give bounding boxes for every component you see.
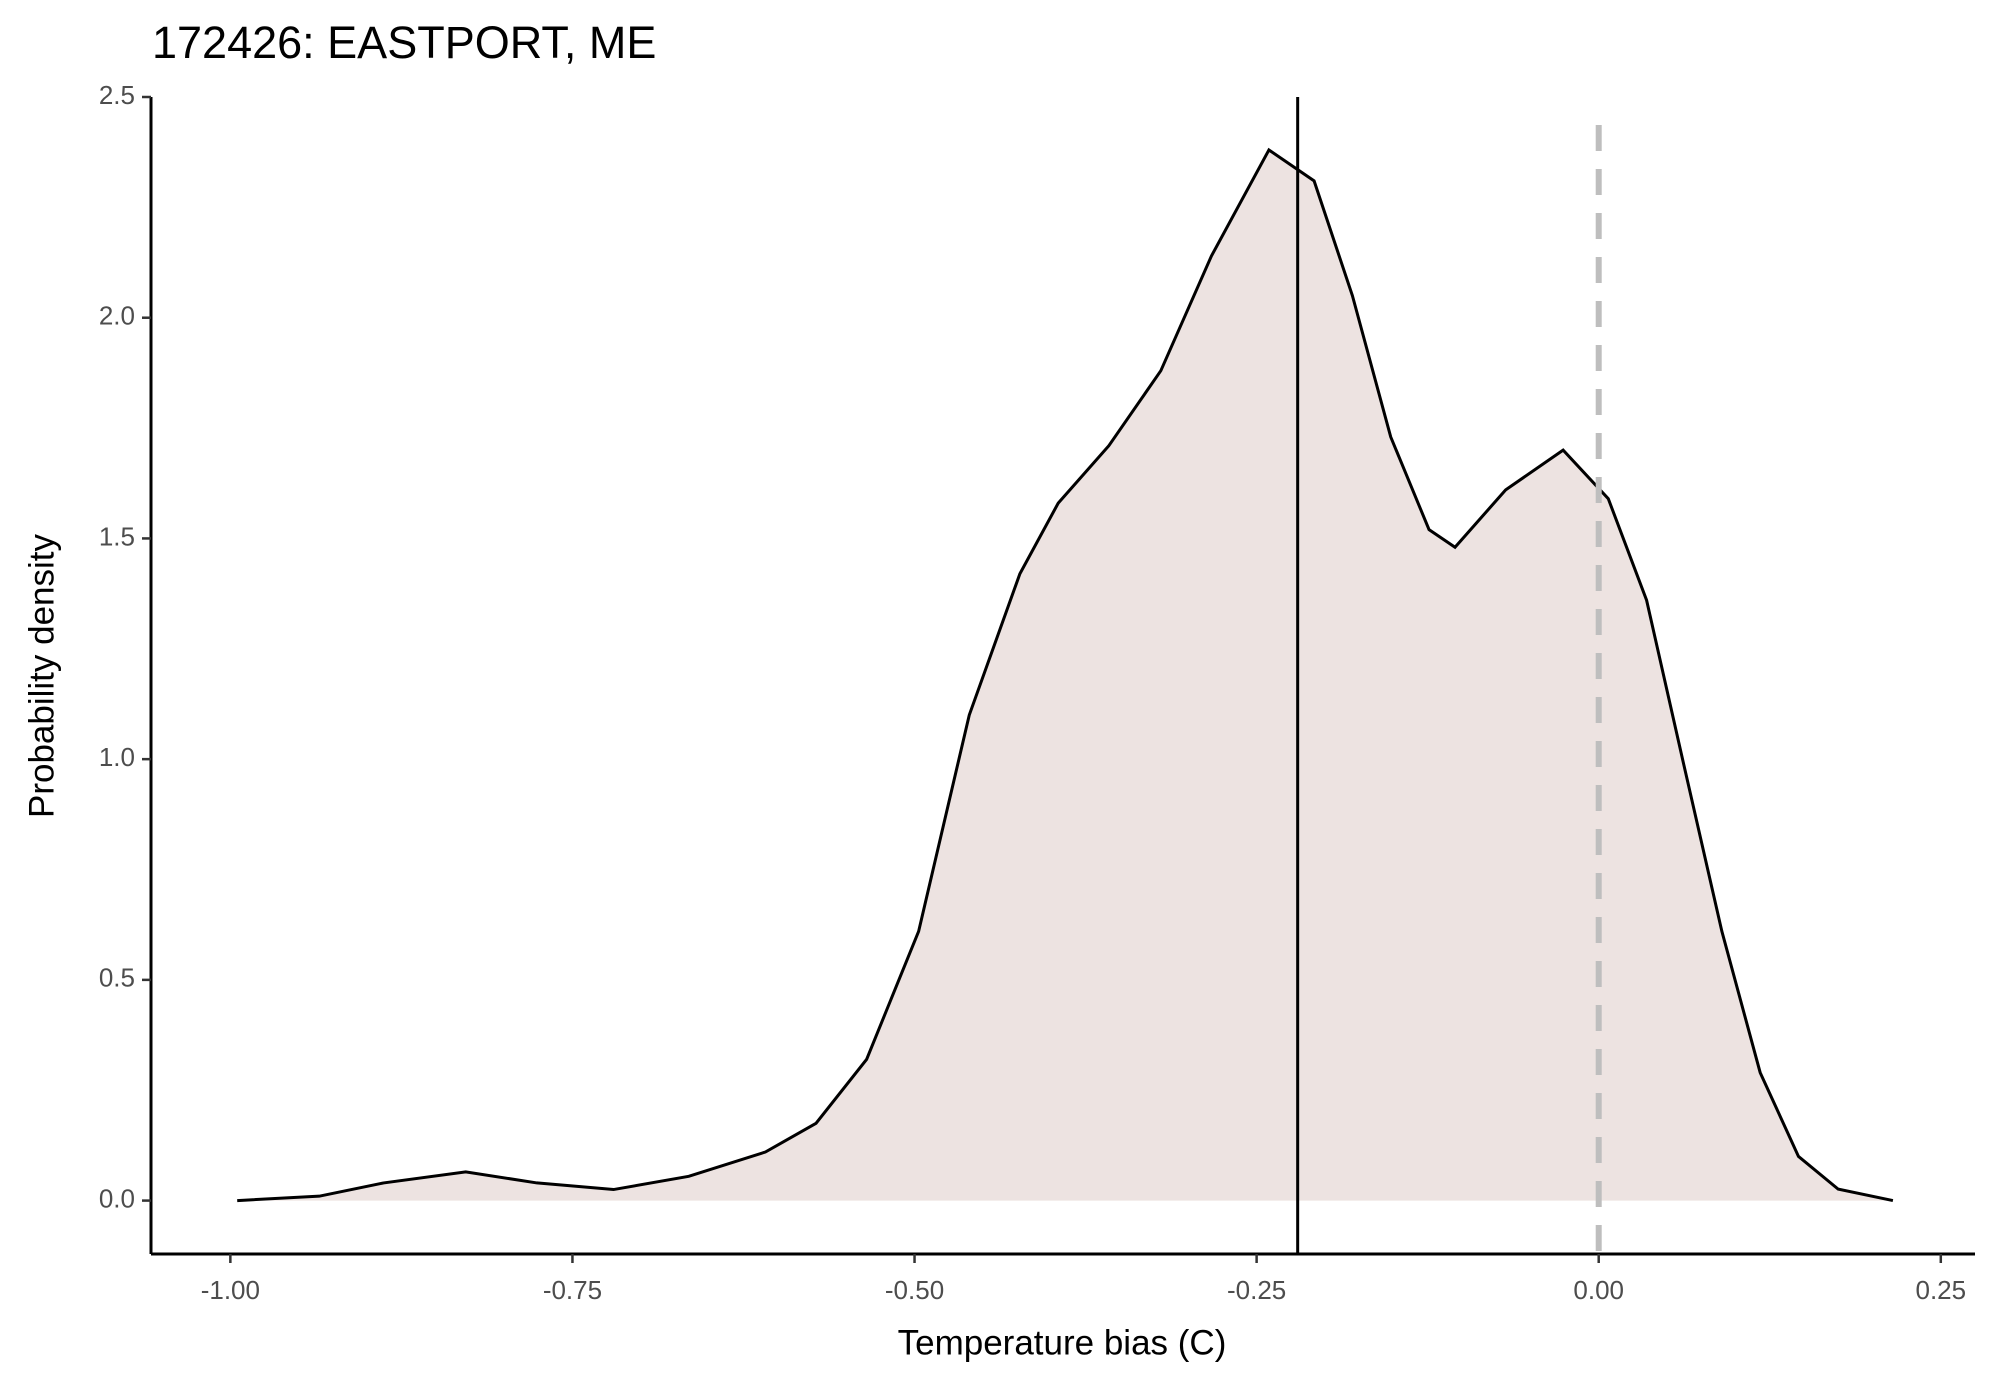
density-line [237,147,1894,1203]
x-axis-title: Temperature bias (C) [898,1323,1227,1362]
x-tick-label: 0.00 [1573,1275,1624,1305]
x-tick-label: -0.75 [543,1275,602,1305]
y-tick-label: 0.5 [99,963,135,993]
y-tick-label: 2.5 [99,80,135,110]
y-tick-label: 2.0 [99,301,135,331]
density-area [237,149,1893,1201]
y-axis-title: Probability density [22,533,61,818]
x-tick-label: 0.25 [1915,1275,1966,1305]
x-tick-label: -0.50 [885,1275,944,1305]
y-tick-label: 1.0 [99,742,135,772]
x-tick-label: -0.25 [1227,1275,1286,1305]
y-tick-label: 0.0 [99,1183,135,1213]
chart-title: 172426: EASTPORT, ME [152,17,656,68]
y-tick-label: 1.5 [99,521,135,551]
x-tick-label: -1.00 [201,1275,260,1305]
